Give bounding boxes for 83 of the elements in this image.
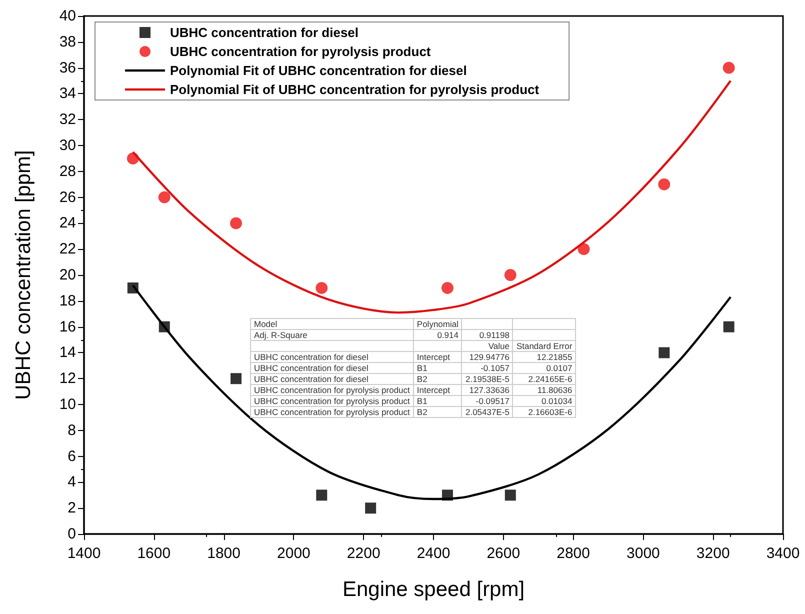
y-axis-title: UBHC concentration [ppm] bbox=[12, 150, 35, 400]
annotation: UBHC concentration for pyrolysis product bbox=[250, 384, 414, 396]
y-tick-label: 6 bbox=[68, 448, 76, 465]
annotation: UBHC concentration for diesel bbox=[250, 374, 414, 384]
annotation: Intercept bbox=[413, 352, 462, 362]
x-tick-label: 1600 bbox=[137, 545, 171, 562]
annotation: B1 bbox=[413, 362, 462, 374]
y-tick-label: 32 bbox=[59, 111, 76, 128]
y-tick-label: 2 bbox=[68, 500, 76, 517]
y-tick-label: 24 bbox=[59, 214, 76, 232]
legend-label: UBHC concentration for diesel bbox=[170, 25, 359, 40]
x-tick-label: 1800 bbox=[207, 545, 240, 562]
y-tick-label: 0 bbox=[68, 526, 76, 542]
point bbox=[658, 178, 670, 190]
x-tick-label: 2800 bbox=[556, 545, 590, 562]
y-tick-label: 38 bbox=[59, 33, 76, 50]
annotation: 2.24165E-6 bbox=[512, 374, 576, 384]
annotation: UBHC concentration for pyrolysis product bbox=[250, 406, 414, 418]
x-tick-label: 3400 bbox=[766, 545, 800, 562]
annotation: -0.1057 bbox=[462, 362, 513, 374]
point bbox=[158, 191, 170, 204]
y-tick-label: 30 bbox=[59, 137, 76, 154]
x-tick-label: 2200 bbox=[346, 545, 380, 562]
x-tick-label: 2400 bbox=[416, 545, 450, 562]
annotation: 127.33636 bbox=[462, 384, 513, 396]
annotation: 129.94776 bbox=[462, 352, 513, 362]
x-tick-label: 2600 bbox=[486, 545, 520, 562]
annotation: B2 bbox=[413, 374, 462, 384]
x-axis-title: Engine speed [rpm] bbox=[342, 578, 525, 601]
x-tick-label: 3200 bbox=[696, 545, 730, 562]
point bbox=[504, 490, 516, 501]
annotation: 12.21855 bbox=[512, 352, 576, 362]
annotation: UBHC concentration for pyrolysis product bbox=[250, 396, 414, 406]
y-tick-label: 20 bbox=[59, 266, 76, 284]
annotation: UBHC concentration for diesel bbox=[250, 352, 414, 362]
y-tick-label: 22 bbox=[59, 240, 76, 258]
y-tick-label: 12 bbox=[59, 370, 76, 388]
annotation: B2 bbox=[413, 406, 462, 418]
point bbox=[722, 62, 735, 74]
point bbox=[230, 217, 242, 230]
annotation: Polynomial bbox=[413, 318, 462, 330]
annotation: B1 bbox=[413, 396, 462, 406]
point bbox=[578, 243, 590, 256]
y-tick-label: 10 bbox=[59, 396, 76, 413]
annotation: Adj. R-Square bbox=[250, 330, 414, 340]
y-tick-label: 4 bbox=[68, 474, 76, 491]
annotation: Intercept bbox=[413, 384, 462, 396]
x-tick-label: 1400 bbox=[67, 545, 101, 562]
y-tick-label: 28 bbox=[59, 162, 76, 180]
point bbox=[723, 321, 734, 332]
annotation: 0.91198 bbox=[462, 330, 513, 340]
annotation: -0.09517 bbox=[462, 396, 513, 406]
annotation: 0.0107 bbox=[512, 362, 576, 374]
annotation: 2.16603E-6 bbox=[512, 406, 576, 418]
annotation: 0.914 bbox=[413, 330, 462, 340]
annotation: Value bbox=[462, 340, 513, 352]
annotation: 2.19538E-5 bbox=[462, 374, 513, 384]
y-tick-label: 18 bbox=[59, 292, 76, 310]
annotation: Model bbox=[250, 318, 414, 330]
annotation: 0.01034 bbox=[512, 396, 576, 406]
legend-label: Polynomial Fit of UBHC concentration for pyrolysis product bbox=[170, 82, 540, 97]
y-tick-label: 16 bbox=[59, 318, 76, 336]
legend-label: Polynomial Fit of UBHC concentration for diesel bbox=[170, 63, 467, 78]
point bbox=[504, 269, 516, 281]
legend-label: UBHC concentration for pyrolysis product bbox=[170, 44, 432, 59]
point bbox=[441, 282, 454, 294]
point bbox=[316, 490, 328, 501]
point bbox=[316, 282, 328, 294]
point bbox=[658, 347, 670, 358]
annotation: 2.05437E-5 bbox=[462, 406, 513, 418]
point bbox=[365, 502, 376, 514]
annotation: UBHC concentration for diesel bbox=[250, 362, 414, 374]
y-tick-label: 8 bbox=[68, 422, 76, 439]
annotation: Standard Error bbox=[512, 340, 576, 352]
y-tick-label: 26 bbox=[59, 188, 76, 206]
y-tick-label: 14 bbox=[59, 344, 76, 362]
y-tick-label: 36 bbox=[59, 59, 76, 76]
point bbox=[230, 373, 242, 384]
y-tick-label: 34 bbox=[59, 85, 76, 102]
y-tick-label: 40 bbox=[59, 8, 76, 24]
annotation: 11.80636 bbox=[512, 384, 576, 396]
x-tick-label: 2000 bbox=[277, 545, 310, 562]
x-tick-label: 3000 bbox=[626, 545, 660, 562]
